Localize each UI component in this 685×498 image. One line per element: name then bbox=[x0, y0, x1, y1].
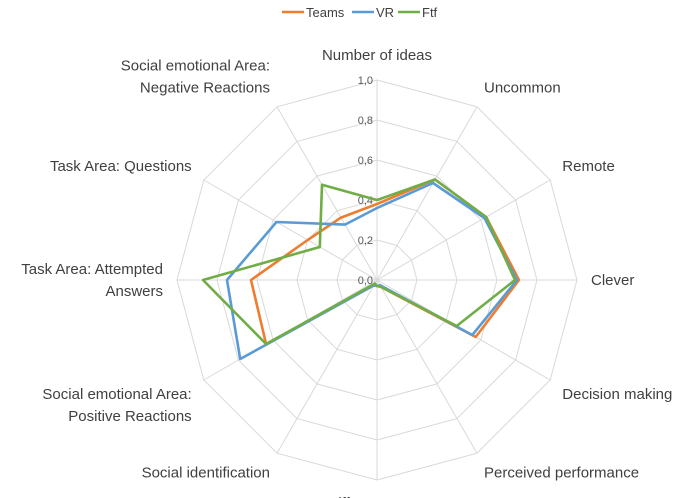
tick-label: 0,8 bbox=[358, 115, 373, 127]
axis-label-10: Task Area: Questions bbox=[50, 158, 192, 175]
tick-label: 0,2 bbox=[358, 235, 373, 247]
axis-labels: Number of ideas Uncommon Remote Clever Decis… bbox=[21, 47, 672, 498]
axis-label-4: Decision making bbox=[562, 386, 672, 403]
spoke-11 bbox=[276, 106, 378, 281]
axis-label-11-line-0: Social emotional Area: bbox=[121, 58, 270, 75]
axis-label-5: Perceived performance bbox=[484, 464, 639, 481]
axis-label-1: Uncommon bbox=[484, 80, 561, 97]
tick-label: 0,0 bbox=[358, 275, 373, 287]
series-layer bbox=[201, 178, 521, 361]
spoke-1 bbox=[376, 106, 478, 281]
axis-label-8-line-0: Social emotional Area: bbox=[42, 386, 191, 403]
legend-item-ftf: Ftf bbox=[398, 5, 438, 20]
axis-label-11-line-1: Negative Reactions bbox=[140, 80, 270, 97]
legend-label: Teams bbox=[306, 5, 345, 20]
tick-label: 1,0 bbox=[358, 75, 373, 87]
axis-label-3: Clever bbox=[591, 272, 634, 289]
series-ftf-line bbox=[201, 178, 517, 346]
spoke-10 bbox=[203, 179, 378, 281]
axis-label-0: Number of ideas bbox=[322, 47, 432, 64]
legend-label: VR bbox=[376, 5, 394, 20]
axis-label-6: Different group bbox=[328, 495, 427, 498]
spoke-2 bbox=[376, 179, 551, 281]
spoke-5 bbox=[376, 279, 478, 454]
legend-item-vr: VR bbox=[352, 5, 394, 20]
axis-label-9-line-0: Task Area: Attempted bbox=[21, 261, 163, 278]
axis-label-9-line-1: Answers bbox=[105, 283, 163, 300]
tick-labels: 0,00,20,40,60,81,0 bbox=[358, 75, 373, 287]
legend-item-teams: Teams bbox=[282, 5, 345, 20]
axis-label-2: Remote bbox=[562, 158, 615, 175]
legend: Teams VR Ftf bbox=[282, 5, 438, 20]
axis-label-7: Social identification bbox=[142, 464, 270, 481]
tick-label: 0,6 bbox=[358, 155, 373, 167]
spoke-7 bbox=[276, 279, 378, 454]
legend-label: Ftf bbox=[422, 5, 438, 20]
axis-label-8-line-1: Positive Reactions bbox=[68, 408, 191, 425]
